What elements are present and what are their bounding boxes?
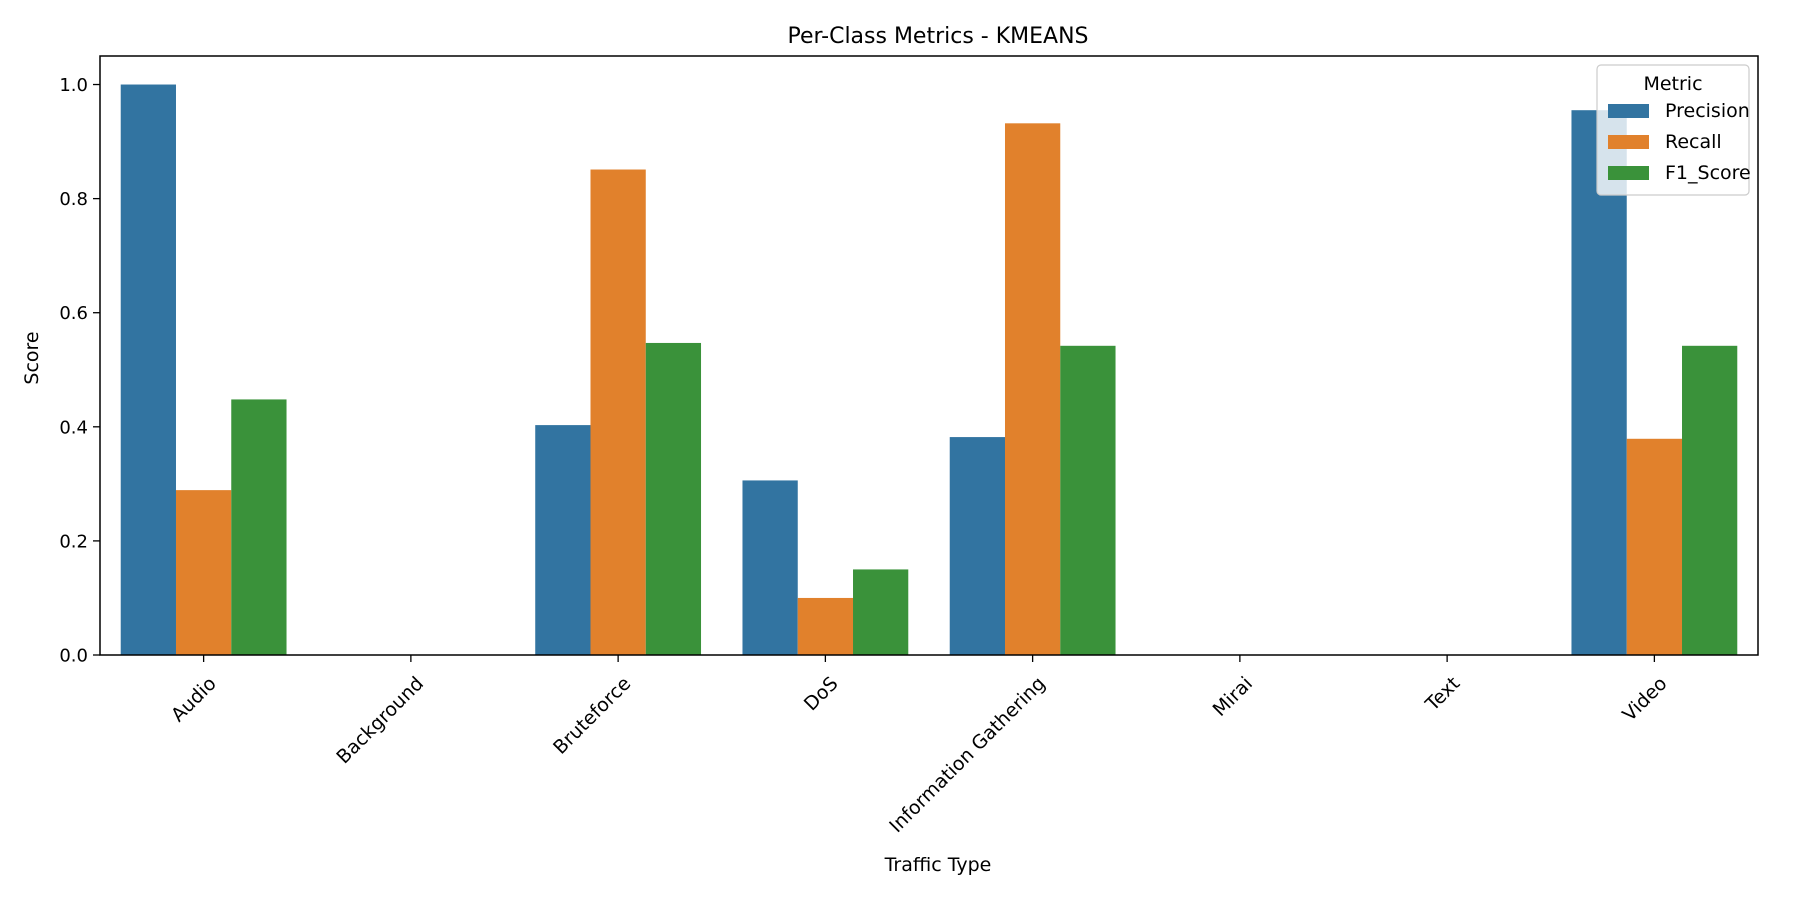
bar-recall-bruteforce <box>590 169 646 655</box>
legend-swatch <box>1608 104 1649 118</box>
legend-swatch <box>1608 166 1649 180</box>
y-axis: 0.0 0.2 0.4 0.6 0.8 1.0 <box>59 75 100 667</box>
bar-recall-information-gathering <box>1004 123 1061 655</box>
chart-title: Per-Class Metrics - KMEANS <box>787 24 1088 49</box>
bar-recall-video <box>1626 438 1683 655</box>
plot-frame <box>99 55 1759 656</box>
legend: Metric Precision Recall F1_Score <box>1596 64 1751 196</box>
bar-f1-score-video <box>1682 345 1738 655</box>
legend-title: Metric <box>1643 73 1702 95</box>
y-tick-label: 0.8 <box>59 189 88 210</box>
bar-precision-bruteforce <box>535 425 591 655</box>
bars-group <box>120 84 1738 655</box>
bar-precision-audio <box>120 84 176 655</box>
legend-label: F1_Score <box>1665 162 1751 184</box>
y-tick-label: 0.2 <box>59 531 88 552</box>
bar-recall-dos <box>797 597 854 655</box>
bar-precision-information-gathering <box>949 437 1005 655</box>
legend-entries: Precision Recall F1_Score <box>1608 100 1751 184</box>
bar-recall-audio <box>175 490 232 655</box>
y-tick-label: 0.0 <box>59 646 88 667</box>
y-axis-label: Score <box>21 331 43 384</box>
bar-f1-score-audio <box>231 399 287 655</box>
bar-precision-dos <box>742 480 798 655</box>
x-axis-label: Traffic Type <box>884 854 992 876</box>
y-tick-label: 0.6 <box>59 303 88 324</box>
bar-f1-score-bruteforce <box>645 342 702 655</box>
y-tick-label: 1.0 <box>59 75 88 96</box>
bar-f1-score-dos <box>853 569 909 655</box>
y-tick-label: 0.4 <box>59 417 88 438</box>
legend-label: Precision <box>1665 100 1750 122</box>
legend-label: Recall <box>1665 131 1722 153</box>
bar-f1-score-information-gathering <box>1060 345 1116 655</box>
legend-box <box>1596 64 1750 196</box>
bar-precision-video <box>1571 110 1627 655</box>
legend-swatch <box>1608 135 1649 149</box>
